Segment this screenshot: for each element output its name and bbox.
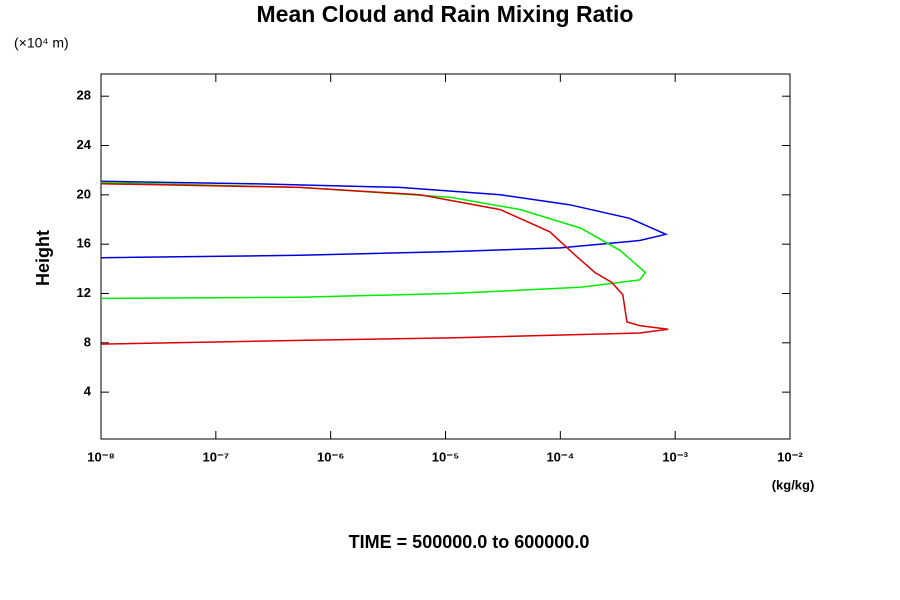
- caption: TIME = 500000.0 to 600000.0: [349, 532, 590, 552]
- y-tick-label: 28: [77, 88, 91, 103]
- x-axis-label: (kg/kg): [772, 477, 815, 492]
- chart-title: Mean Cloud and Rain Mixing Ratio: [257, 1, 634, 27]
- x-tick-label: 10⁻⁷: [202, 449, 229, 464]
- y-tick-label: 16: [77, 236, 91, 251]
- y-axis-label: Height: [33, 230, 53, 286]
- x-tick-label: 10⁻³: [662, 449, 688, 464]
- y-tick-label: 24: [77, 137, 92, 152]
- y-tick-label: 12: [77, 285, 91, 300]
- y-unit: (×10⁴ m): [14, 35, 69, 51]
- y-tick-label: 4: [84, 384, 92, 399]
- profile-line: [100, 181, 647, 300]
- y-tick-label: 20: [77, 186, 91, 201]
- profile-line: [100, 182, 669, 345]
- x-tick-label: 10⁻⁸: [87, 449, 114, 464]
- x-tick-label: 10⁻⁵: [432, 449, 459, 464]
- x-tick-label: 10⁻⁴: [546, 449, 574, 464]
- x-tick-label: 10⁻⁶: [317, 449, 344, 464]
- profile-line: [100, 180, 669, 259]
- x-tick-label: 10⁻²: [777, 449, 803, 464]
- y-tick-label: 8: [84, 334, 91, 349]
